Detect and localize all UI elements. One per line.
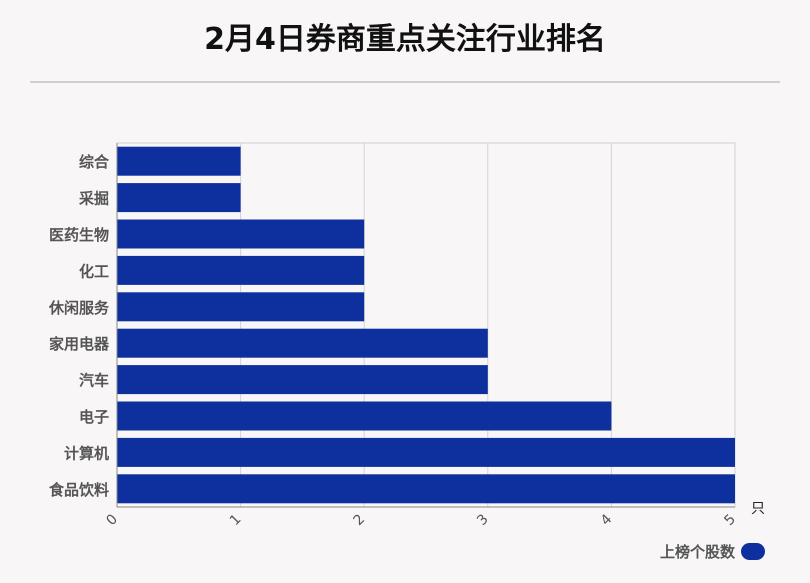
bar [117,183,241,213]
x-tick-label: 3 [474,511,492,529]
legend-label: 上榜个股数 [660,542,736,561]
category-label: 综合 [79,153,110,171]
category-label: 采掘 [78,190,109,208]
category-label: 化工 [79,262,109,280]
x-tick-label: 1 [227,511,245,529]
category-label: 电子 [79,408,109,426]
x-tick-label: 0 [103,511,121,529]
bar [117,437,735,467]
bar [117,219,365,249]
bar [117,365,488,395]
legend-swatch [741,542,766,560]
category-label: 医药生物 [49,226,109,244]
bar [117,474,735,504]
bar [117,328,488,358]
x-tick-label: 5 [721,511,739,529]
x-unit-label: 只 [751,501,765,517]
category-label: 食品饮料 [49,481,109,499]
category-label: 家用电器 [49,335,110,353]
x-tick-label: 4 [598,511,616,529]
category-label: 休闲服务 [48,299,110,317]
title-divider [30,81,780,83]
category-label: 汽车 [79,372,109,390]
bar [117,255,365,285]
bar [117,146,241,176]
x-tick-label: 2 [351,511,369,529]
bar [117,401,612,431]
category-label: 计算机 [64,444,109,462]
bar [117,292,365,322]
chart-title: 2月4日券商重点关注行业排名 [204,22,606,57]
legend: 上榜个股数 [660,540,766,562]
